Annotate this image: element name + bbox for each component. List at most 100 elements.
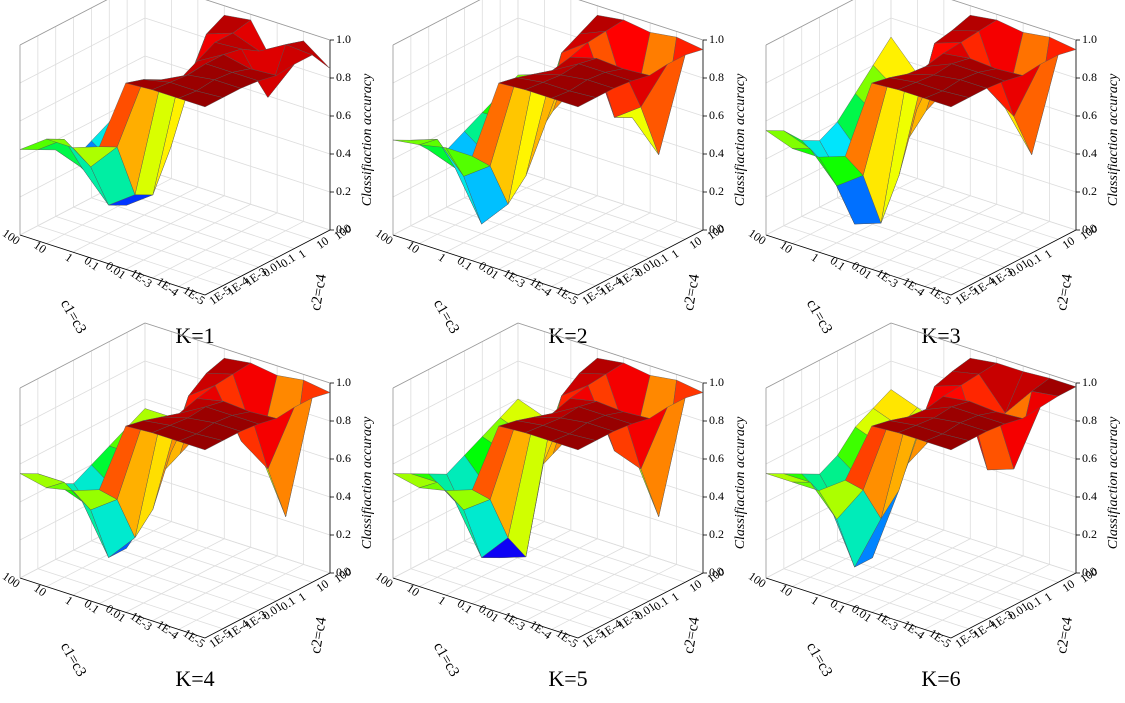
grid-line [765,398,892,465]
floor-grid [144,512,331,574]
z-tick-label: 0.6 [709,451,724,465]
floor-grid [871,203,997,270]
floor-grid [99,195,225,262]
y-tick-label: 1 [669,246,682,261]
floor-grid [819,206,1005,268]
x-tick-label: 100 [373,226,396,248]
floor-grid [178,221,304,287]
x-tick-label: 1E-4 [154,617,181,642]
grid-line [144,131,331,193]
z-tick-label: 1.0 [1082,32,1097,46]
surface-patch [177,433,224,451]
grid-line [19,17,146,84]
top-edge [19,0,108,46]
x-axis-title: c1=c3 [803,297,835,337]
z-tick-label: 0.4 [709,146,724,160]
z-tick-label: 1.0 [709,32,724,46]
grid-line [19,398,146,465]
x-tick-label: 100 [746,226,769,248]
floor-grid [410,225,596,287]
floor-grid [73,206,259,268]
x-tick-label: 0.01 [476,601,501,625]
z-tick-label: 0.8 [1082,70,1097,84]
y-tick-label: 1 [296,589,309,604]
floor-grid [91,540,277,602]
y-tick-label: 10 [1059,234,1077,252]
x-tick-label: 1E-5 [927,283,954,308]
x-tick-label: 100 [0,226,23,248]
grid-line [765,0,854,46]
z-tick-label: 0.0 [336,565,351,579]
x-axis-title: c1=c3 [57,297,89,337]
x-tick-label: 100 [373,569,396,591]
floor-grid [897,555,1024,622]
top-edge [578,0,704,41]
z-tick-label: 0.4 [709,489,724,503]
z-axis-title: Classifiaction accuracy [1106,416,1121,549]
z-axis-title: Classifiaction accuracy [1106,73,1121,206]
grid-line [890,474,1077,536]
floor-grid [500,521,686,583]
floor-grid [498,203,624,270]
panel-title: K=5 [548,666,587,691]
floor-grid [890,169,1077,231]
x-tick-label: 1 [63,593,76,608]
top-edge [890,322,1077,384]
z-tick-label: 0.6 [1082,451,1097,465]
floor-grid [873,521,1059,583]
grid-line [890,131,1077,193]
grid-line [19,360,146,427]
surface-patch [923,90,970,108]
y-tick-label: 10 [686,577,704,595]
x-tick-label: 0.01 [849,601,874,625]
z-tick-label: 0.8 [709,413,724,427]
floor-grid [125,546,251,613]
floor-grid [37,225,223,287]
surface-patch [177,90,224,108]
floor-grid [55,216,241,277]
z-tick-label: 1.0 [336,32,351,46]
floor-grid [73,549,259,611]
floor-grid [91,197,277,259]
x-axis-title: c1=c3 [430,640,462,680]
floor-grid [151,555,278,622]
z-tick-label: 1.0 [1082,375,1097,389]
x-tick-label: 100 [746,569,769,591]
z-tick-label: 0.6 [709,108,724,122]
x-tick-label: 1E-5 [181,626,208,651]
grid-line [144,474,331,536]
y-axis-title: c2=c4 [1054,615,1076,654]
z-tick-label: 0.2 [709,527,724,541]
grid-line [392,17,519,84]
top-edge [205,0,331,41]
z-tick-label: 0.4 [336,146,351,160]
grid-line [517,474,704,536]
y-axis [204,229,331,296]
floor-grid [801,559,987,620]
top-edge [392,322,519,389]
x-tick-label: 1E-4 [527,617,554,642]
floor-grid [410,568,596,630]
floor-grid [446,549,632,611]
x-tick-label: 1 [63,250,76,265]
floor-grid [924,221,1050,287]
grid-line [392,0,481,46]
x-axis [19,577,206,639]
grid-line [392,360,519,427]
y-tick-label: 1 [1042,246,1055,261]
z-tick-label: 0.4 [1082,489,1097,503]
grid-line [765,17,892,84]
floor-grid [428,216,614,277]
x-tick-label: 10 [404,581,422,599]
panel-title: K=4 [175,666,214,691]
x-axis [19,234,206,296]
x-tick-label: 1E-4 [900,617,927,642]
grid-line [19,0,108,46]
floor-grid [72,529,199,596]
z-tick-label: 0.8 [336,413,351,427]
panel-title: K=1 [175,323,214,348]
